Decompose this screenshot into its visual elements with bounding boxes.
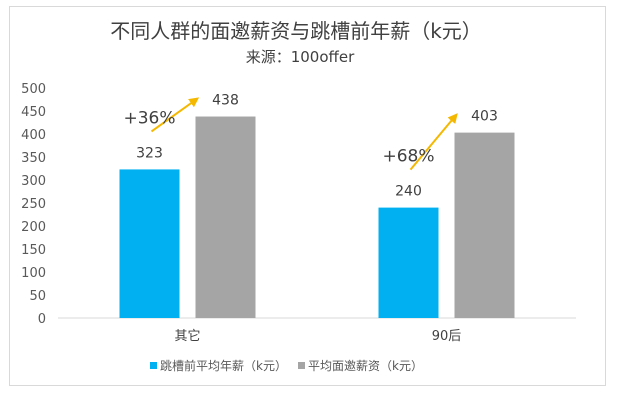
y-tick-label: 300 <box>21 174 46 189</box>
chart-subtitle: 来源：100offer <box>246 48 355 66</box>
bar-before-salary <box>119 169 180 318</box>
y-tick-label: 50 <box>29 289 46 304</box>
y-tick-label: 0 <box>38 312 46 327</box>
y-tick-label: 250 <box>21 197 46 212</box>
y-tick-label: 400 <box>21 128 46 143</box>
y-axis: 0 50 100 150 200 250 300 350 400 450 500 <box>21 82 46 327</box>
bar-offer-salary <box>195 116 256 319</box>
legend-label: 跳槽前平均年薪（k元） <box>160 358 287 373</box>
annotations: +36% +68% <box>123 97 458 171</box>
data-labels: 323 438 240 403 <box>136 93 498 200</box>
growth-percent-label: +68% <box>382 147 434 167</box>
growth-arrow <box>409 113 458 171</box>
y-tick-label: 350 <box>21 151 46 166</box>
y-tick-label: 150 <box>21 243 46 258</box>
bar-value-label: 323 <box>136 145 163 161</box>
bar-value-label: 438 <box>212 93 239 109</box>
legend-swatch <box>298 362 305 369</box>
bar-value-label: 240 <box>395 184 422 200</box>
x-category-label: 其它 <box>174 328 200 344</box>
y-tick-label: 100 <box>21 266 46 281</box>
y-tick-label: 200 <box>21 220 46 235</box>
bar-offer-salary <box>454 132 515 318</box>
x-category-label: 90后 <box>432 329 462 344</box>
legend-swatch <box>150 362 157 369</box>
bar-before-salary <box>378 207 439 318</box>
bar-value-label: 403 <box>471 109 498 125</box>
growth-arrow <box>150 97 200 133</box>
y-tick-label: 450 <box>21 105 46 120</box>
x-axis-labels: 其它 90后 <box>174 328 461 344</box>
legend-label: 平均面邀薪资（k元） <box>308 358 423 373</box>
chart-title: 不同人群的面邀薪资与跳槽前年薪（k元） <box>110 19 482 43</box>
y-tick-label: 500 <box>21 82 46 97</box>
bars <box>119 116 515 319</box>
growth-percent-label: +36% <box>123 108 175 128</box>
legend: 跳槽前平均年薪（k元） 平均面邀薪资（k元） <box>150 358 423 373</box>
